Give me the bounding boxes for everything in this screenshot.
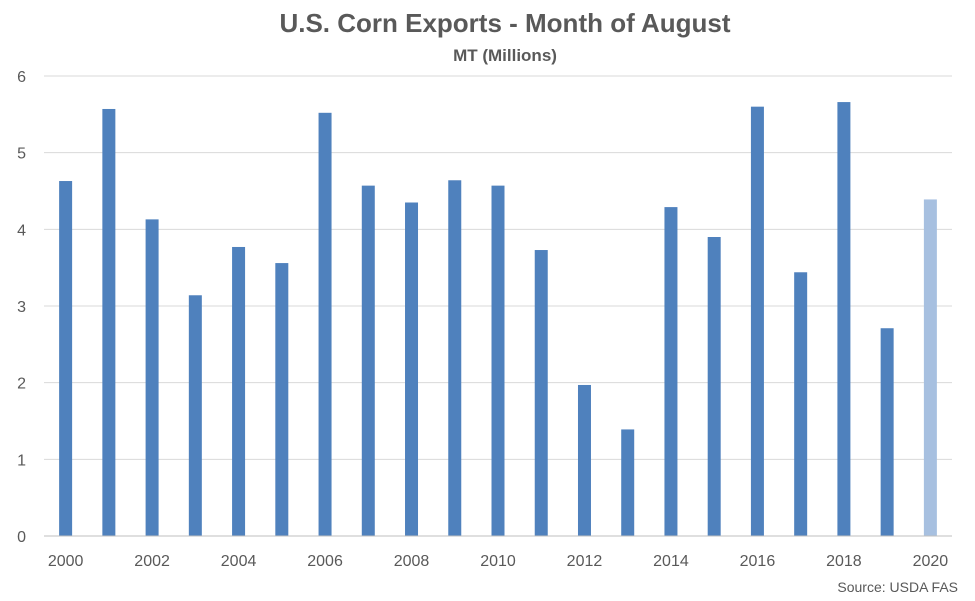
bar-2004 xyxy=(232,246,246,536)
chart-subtitle: MT (Millions) xyxy=(453,46,557,65)
bar-2015 xyxy=(707,237,721,536)
x-tick-label: 2018 xyxy=(826,553,862,570)
y-tick-label: 1 xyxy=(17,452,26,469)
bars xyxy=(59,102,937,537)
bar-2012 xyxy=(577,384,591,536)
bar-2019 xyxy=(880,328,894,536)
x-tick-label: 2006 xyxy=(307,553,343,570)
x-tick-label: 2014 xyxy=(653,553,689,570)
source-note: Source: USDA FAS xyxy=(837,579,958,595)
bar-2013 xyxy=(621,429,635,536)
y-tick-label: 5 xyxy=(17,146,26,163)
bar-2011 xyxy=(534,250,548,536)
bar-2009 xyxy=(448,180,462,536)
bar-2016 xyxy=(750,106,764,537)
y-tick-label: 6 xyxy=(17,69,26,86)
x-tick-label: 2020 xyxy=(913,553,949,570)
y-tick-label: 4 xyxy=(17,222,26,239)
bar-2003 xyxy=(188,295,202,536)
bar-2005 xyxy=(275,263,289,536)
x-tick-label: 2004 xyxy=(221,553,257,570)
x-tick-label: 2008 xyxy=(394,553,430,570)
axes: 0 1 2 3 4 5 6 2000 2002 2004 2006 2008 2010 2012 2014 2… xyxy=(17,69,952,570)
y-tick-label: 2 xyxy=(17,376,26,393)
y-tick-label: 0 xyxy=(17,529,26,546)
bar-2014 xyxy=(664,207,678,536)
bar-2017 xyxy=(794,272,808,536)
chart-title: U.S. Corn Exports - Month of August xyxy=(279,8,730,38)
x-tick-label: 2000 xyxy=(48,553,84,570)
bar-2007 xyxy=(361,185,375,536)
bar-2001 xyxy=(102,108,116,536)
x-tick-label: 2016 xyxy=(740,553,776,570)
bar-2002 xyxy=(145,219,159,536)
bar-2018 xyxy=(837,102,851,536)
bar-2020 xyxy=(923,199,937,536)
y-tick-label: 3 xyxy=(17,299,26,316)
bar-2008 xyxy=(405,202,419,536)
x-tick-label: 2012 xyxy=(567,553,603,570)
x-tick-label: 2010 xyxy=(480,553,516,570)
x-tick-label: 2002 xyxy=(134,553,170,570)
bar-2000 xyxy=(59,181,73,536)
bar-2006 xyxy=(318,112,332,537)
bar-2010 xyxy=(491,185,505,536)
